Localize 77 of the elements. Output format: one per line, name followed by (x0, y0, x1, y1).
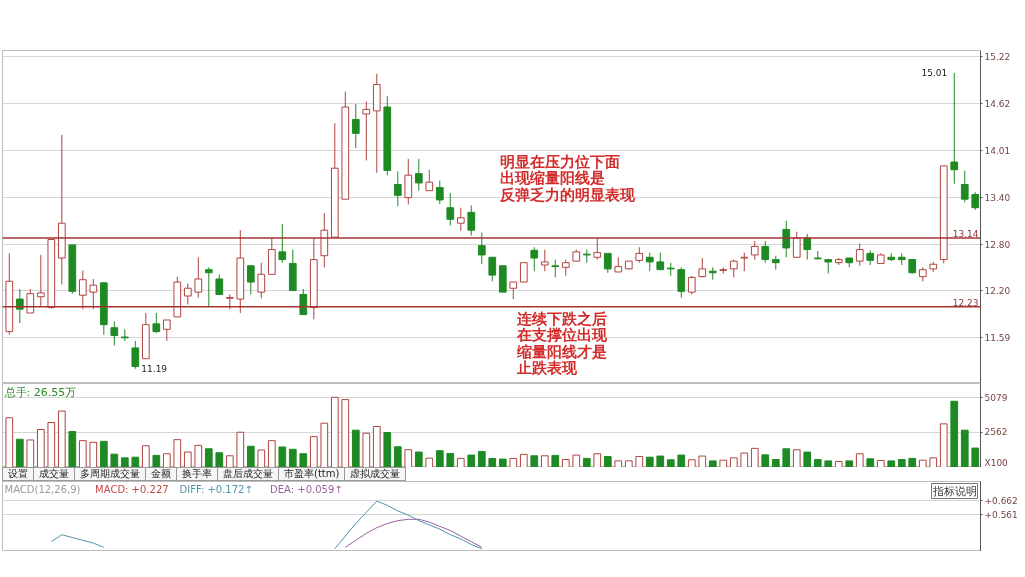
candlestick (488, 256, 497, 282)
candlestick (519, 262, 528, 283)
candlestick (603, 252, 612, 274)
candlestick (950, 72, 959, 185)
candlestick (782, 220, 791, 258)
candlestick (89, 278, 98, 310)
y-tick-label: 14.62 (984, 98, 1011, 109)
annotation: 总手: 26.55万 (3, 385, 77, 399)
candlestick (803, 233, 812, 261)
annotation: MACD(12,26,9) (4, 483, 81, 495)
line-series (344, 518, 483, 548)
candlestick (477, 231, 486, 265)
annotation: 12.23 (952, 297, 979, 308)
candlestick (761, 240, 770, 264)
candlestick (530, 246, 539, 272)
annotation: 明显在压力位下面出现缩量阳线是反弹乏力的明显表现 (499, 152, 637, 204)
candlestick (645, 252, 654, 272)
candlestick (960, 170, 969, 203)
candlestick (750, 240, 759, 261)
annotation: 15.01 (921, 68, 948, 79)
candlestick (540, 249, 549, 272)
annotation: 多周期成交量 (74, 467, 146, 481)
candlestick (351, 103, 360, 149)
annotation: 金额 (145, 467, 177, 481)
y-tick-label: 15.22 (984, 52, 1011, 63)
annotation: 指标说明 (931, 484, 977, 498)
text: DIFF: +0.172↑ (179, 483, 253, 495)
candlestick (404, 158, 413, 206)
y-tick-label: +0.662 (984, 496, 1018, 507)
y-tick-label: 11.59 (984, 333, 1011, 344)
candlestick (446, 192, 455, 227)
candlestick (740, 252, 749, 272)
candlestick (36, 254, 45, 307)
y-tick-label: 12.20 (984, 286, 1011, 297)
y-tick-label: 14.01 (984, 145, 1011, 156)
candlestick (792, 231, 801, 258)
candlestick (246, 265, 255, 295)
candlestick (414, 158, 423, 192)
candlestick (204, 266, 213, 307)
candlestick (183, 283, 192, 306)
candlestick (467, 204, 476, 237)
annotation: 换手率 (176, 467, 218, 481)
candlestick (162, 319, 171, 342)
candlestick (278, 223, 287, 264)
annotation: 11.19 (141, 364, 168, 375)
y-tick-label: X100 (984, 457, 1009, 468)
candlestick (362, 101, 371, 161)
annotation: 市盈率(ttm) (278, 467, 346, 481)
annotation: 成交量 (33, 467, 75, 481)
candlestick (152, 312, 161, 334)
candlestick (78, 269, 87, 310)
candlestick (687, 275, 696, 295)
candlestick (110, 321, 119, 347)
text: DEA: +0.059↑ (270, 483, 343, 495)
candlestick (593, 237, 602, 261)
annotation: 盘后成交量 (217, 467, 279, 481)
annotation: 13.14 (952, 228, 979, 239)
y-tick-label: 13.40 (984, 193, 1011, 204)
candlestick (435, 180, 444, 205)
annotation: 虚拟成交量 (344, 467, 407, 481)
annotation: 设置 (2, 467, 34, 481)
candlestick (677, 266, 686, 299)
candlestick (26, 288, 35, 314)
annotation: 连续下跌之后在支撑位出现缩量阳线才是止跌表现 (515, 309, 608, 378)
candlestick (456, 207, 465, 232)
y-tick-label: 5079 (984, 392, 1008, 403)
candlestick (855, 242, 864, 267)
y-tick-label: +0.561 (984, 510, 1018, 521)
y-tick-label: 2562 (984, 427, 1008, 438)
candlestick (299, 288, 308, 316)
candlestick (194, 256, 203, 299)
y-tick-label: 12.80 (984, 239, 1011, 250)
candlestick (425, 169, 434, 192)
candlestick (257, 262, 266, 299)
candlestick (131, 340, 140, 370)
candlestick (393, 170, 402, 207)
annotation: MACD: +0.227 (95, 483, 169, 495)
